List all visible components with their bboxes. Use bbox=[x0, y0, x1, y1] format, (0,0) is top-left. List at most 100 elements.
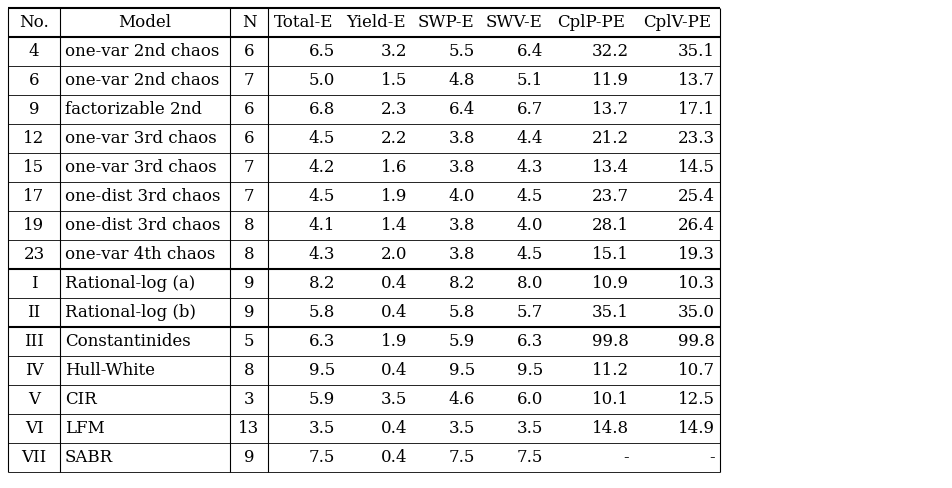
Text: 10.1: 10.1 bbox=[591, 391, 628, 408]
Text: 0.4: 0.4 bbox=[380, 449, 407, 466]
Text: 4.2: 4.2 bbox=[308, 159, 335, 176]
Text: 6.4: 6.4 bbox=[448, 101, 474, 118]
Text: 4.4: 4.4 bbox=[516, 130, 543, 147]
Text: 35.1: 35.1 bbox=[677, 43, 714, 60]
Text: V: V bbox=[28, 391, 40, 408]
Text: III: III bbox=[24, 333, 44, 350]
Text: 35.0: 35.0 bbox=[677, 304, 714, 321]
Text: 15: 15 bbox=[24, 159, 45, 176]
Text: SWV-E: SWV-E bbox=[486, 14, 542, 31]
Text: 26.4: 26.4 bbox=[677, 217, 714, 234]
Text: one-var 4th chaos: one-var 4th chaos bbox=[65, 246, 215, 263]
Text: Rational-log (a): Rational-log (a) bbox=[65, 275, 195, 292]
Text: 12: 12 bbox=[24, 130, 45, 147]
Text: 1.4: 1.4 bbox=[380, 217, 407, 234]
Text: No.: No. bbox=[19, 14, 49, 31]
Text: 6.7: 6.7 bbox=[516, 101, 543, 118]
Text: N: N bbox=[242, 14, 256, 31]
Text: 19: 19 bbox=[24, 217, 45, 234]
Text: 13.7: 13.7 bbox=[677, 72, 714, 89]
Text: 12.5: 12.5 bbox=[677, 391, 714, 408]
Text: one-var 2nd chaos: one-var 2nd chaos bbox=[65, 43, 219, 60]
Text: IV: IV bbox=[25, 362, 43, 379]
Text: 4.5: 4.5 bbox=[308, 130, 335, 147]
Text: one-dist 3rd chaos: one-dist 3rd chaos bbox=[65, 188, 220, 205]
Text: 0.4: 0.4 bbox=[380, 362, 407, 379]
Text: 1.9: 1.9 bbox=[380, 188, 407, 205]
Text: 8: 8 bbox=[244, 217, 254, 234]
Text: 7.5: 7.5 bbox=[308, 449, 335, 466]
Text: 28.1: 28.1 bbox=[591, 217, 628, 234]
Text: 5.7: 5.7 bbox=[516, 304, 543, 321]
Text: 5: 5 bbox=[244, 333, 254, 350]
Text: 99.8: 99.8 bbox=[678, 333, 714, 350]
Text: 4: 4 bbox=[29, 43, 39, 60]
Text: 14.8: 14.8 bbox=[591, 420, 628, 437]
Text: 4.0: 4.0 bbox=[448, 188, 474, 205]
Text: Total-E: Total-E bbox=[274, 14, 333, 31]
Text: 4.5: 4.5 bbox=[516, 188, 543, 205]
Text: 4.3: 4.3 bbox=[308, 246, 335, 263]
Text: 3.8: 3.8 bbox=[448, 159, 474, 176]
Text: LFM: LFM bbox=[65, 420, 105, 437]
Text: 11.2: 11.2 bbox=[591, 362, 628, 379]
Text: 0.4: 0.4 bbox=[380, 304, 407, 321]
Text: 4.5: 4.5 bbox=[308, 188, 335, 205]
Text: 13.4: 13.4 bbox=[591, 159, 628, 176]
Text: 15.1: 15.1 bbox=[591, 246, 628, 263]
Text: 8.2: 8.2 bbox=[308, 275, 335, 292]
Text: 17: 17 bbox=[24, 188, 45, 205]
Text: 6.3: 6.3 bbox=[308, 333, 335, 350]
Text: 8.2: 8.2 bbox=[448, 275, 474, 292]
Text: 4.6: 4.6 bbox=[448, 391, 474, 408]
Text: 7: 7 bbox=[244, 188, 254, 205]
Text: factorizable 2nd: factorizable 2nd bbox=[65, 101, 202, 118]
Text: 8.0: 8.0 bbox=[516, 275, 543, 292]
Text: Yield-E: Yield-E bbox=[346, 14, 406, 31]
Text: 3.8: 3.8 bbox=[448, 217, 474, 234]
Text: 0.4: 0.4 bbox=[380, 420, 407, 437]
Text: SWP-E: SWP-E bbox=[417, 14, 474, 31]
Text: 23: 23 bbox=[24, 246, 45, 263]
Text: 8: 8 bbox=[244, 362, 254, 379]
Text: 14.9: 14.9 bbox=[677, 420, 714, 437]
Text: 13: 13 bbox=[238, 420, 259, 437]
Text: 10.7: 10.7 bbox=[677, 362, 714, 379]
Text: 6.8: 6.8 bbox=[308, 101, 335, 118]
Text: 14.5: 14.5 bbox=[677, 159, 714, 176]
Text: 6: 6 bbox=[244, 43, 254, 60]
Text: 23.3: 23.3 bbox=[677, 130, 714, 147]
Text: CIR: CIR bbox=[65, 391, 97, 408]
Text: 9.5: 9.5 bbox=[448, 362, 474, 379]
Text: 10.3: 10.3 bbox=[677, 275, 714, 292]
Text: 3.8: 3.8 bbox=[448, 130, 474, 147]
Text: 4.3: 4.3 bbox=[516, 159, 543, 176]
Text: 32.2: 32.2 bbox=[591, 43, 628, 60]
Text: 9: 9 bbox=[244, 304, 254, 321]
Text: 23.7: 23.7 bbox=[591, 188, 628, 205]
Text: 19.3: 19.3 bbox=[677, 246, 714, 263]
Text: 5.0: 5.0 bbox=[308, 72, 335, 89]
Text: 25.4: 25.4 bbox=[677, 188, 714, 205]
Text: 5.8: 5.8 bbox=[308, 304, 335, 321]
Text: 3.5: 3.5 bbox=[448, 420, 474, 437]
Text: 17.1: 17.1 bbox=[677, 101, 714, 118]
Text: 1.6: 1.6 bbox=[380, 159, 407, 176]
Text: one-dist 3rd chaos: one-dist 3rd chaos bbox=[65, 217, 220, 234]
Text: 6.0: 6.0 bbox=[516, 391, 543, 408]
Text: 3.8: 3.8 bbox=[448, 246, 474, 263]
Text: 6.3: 6.3 bbox=[516, 333, 543, 350]
Text: 11.9: 11.9 bbox=[591, 72, 628, 89]
Text: Constantinides: Constantinides bbox=[65, 333, 190, 350]
Text: Model: Model bbox=[118, 14, 171, 31]
Text: 13.7: 13.7 bbox=[591, 101, 628, 118]
Text: 7.5: 7.5 bbox=[448, 449, 474, 466]
Text: 3.5: 3.5 bbox=[380, 391, 407, 408]
Text: 3: 3 bbox=[244, 391, 254, 408]
Text: CplV-PE: CplV-PE bbox=[643, 14, 710, 31]
Text: 99.8: 99.8 bbox=[591, 333, 628, 350]
Text: -: - bbox=[708, 449, 714, 466]
Text: one-var 3rd chaos: one-var 3rd chaos bbox=[65, 130, 216, 147]
Text: 5.9: 5.9 bbox=[308, 391, 335, 408]
Text: one-var 3rd chaos: one-var 3rd chaos bbox=[65, 159, 216, 176]
